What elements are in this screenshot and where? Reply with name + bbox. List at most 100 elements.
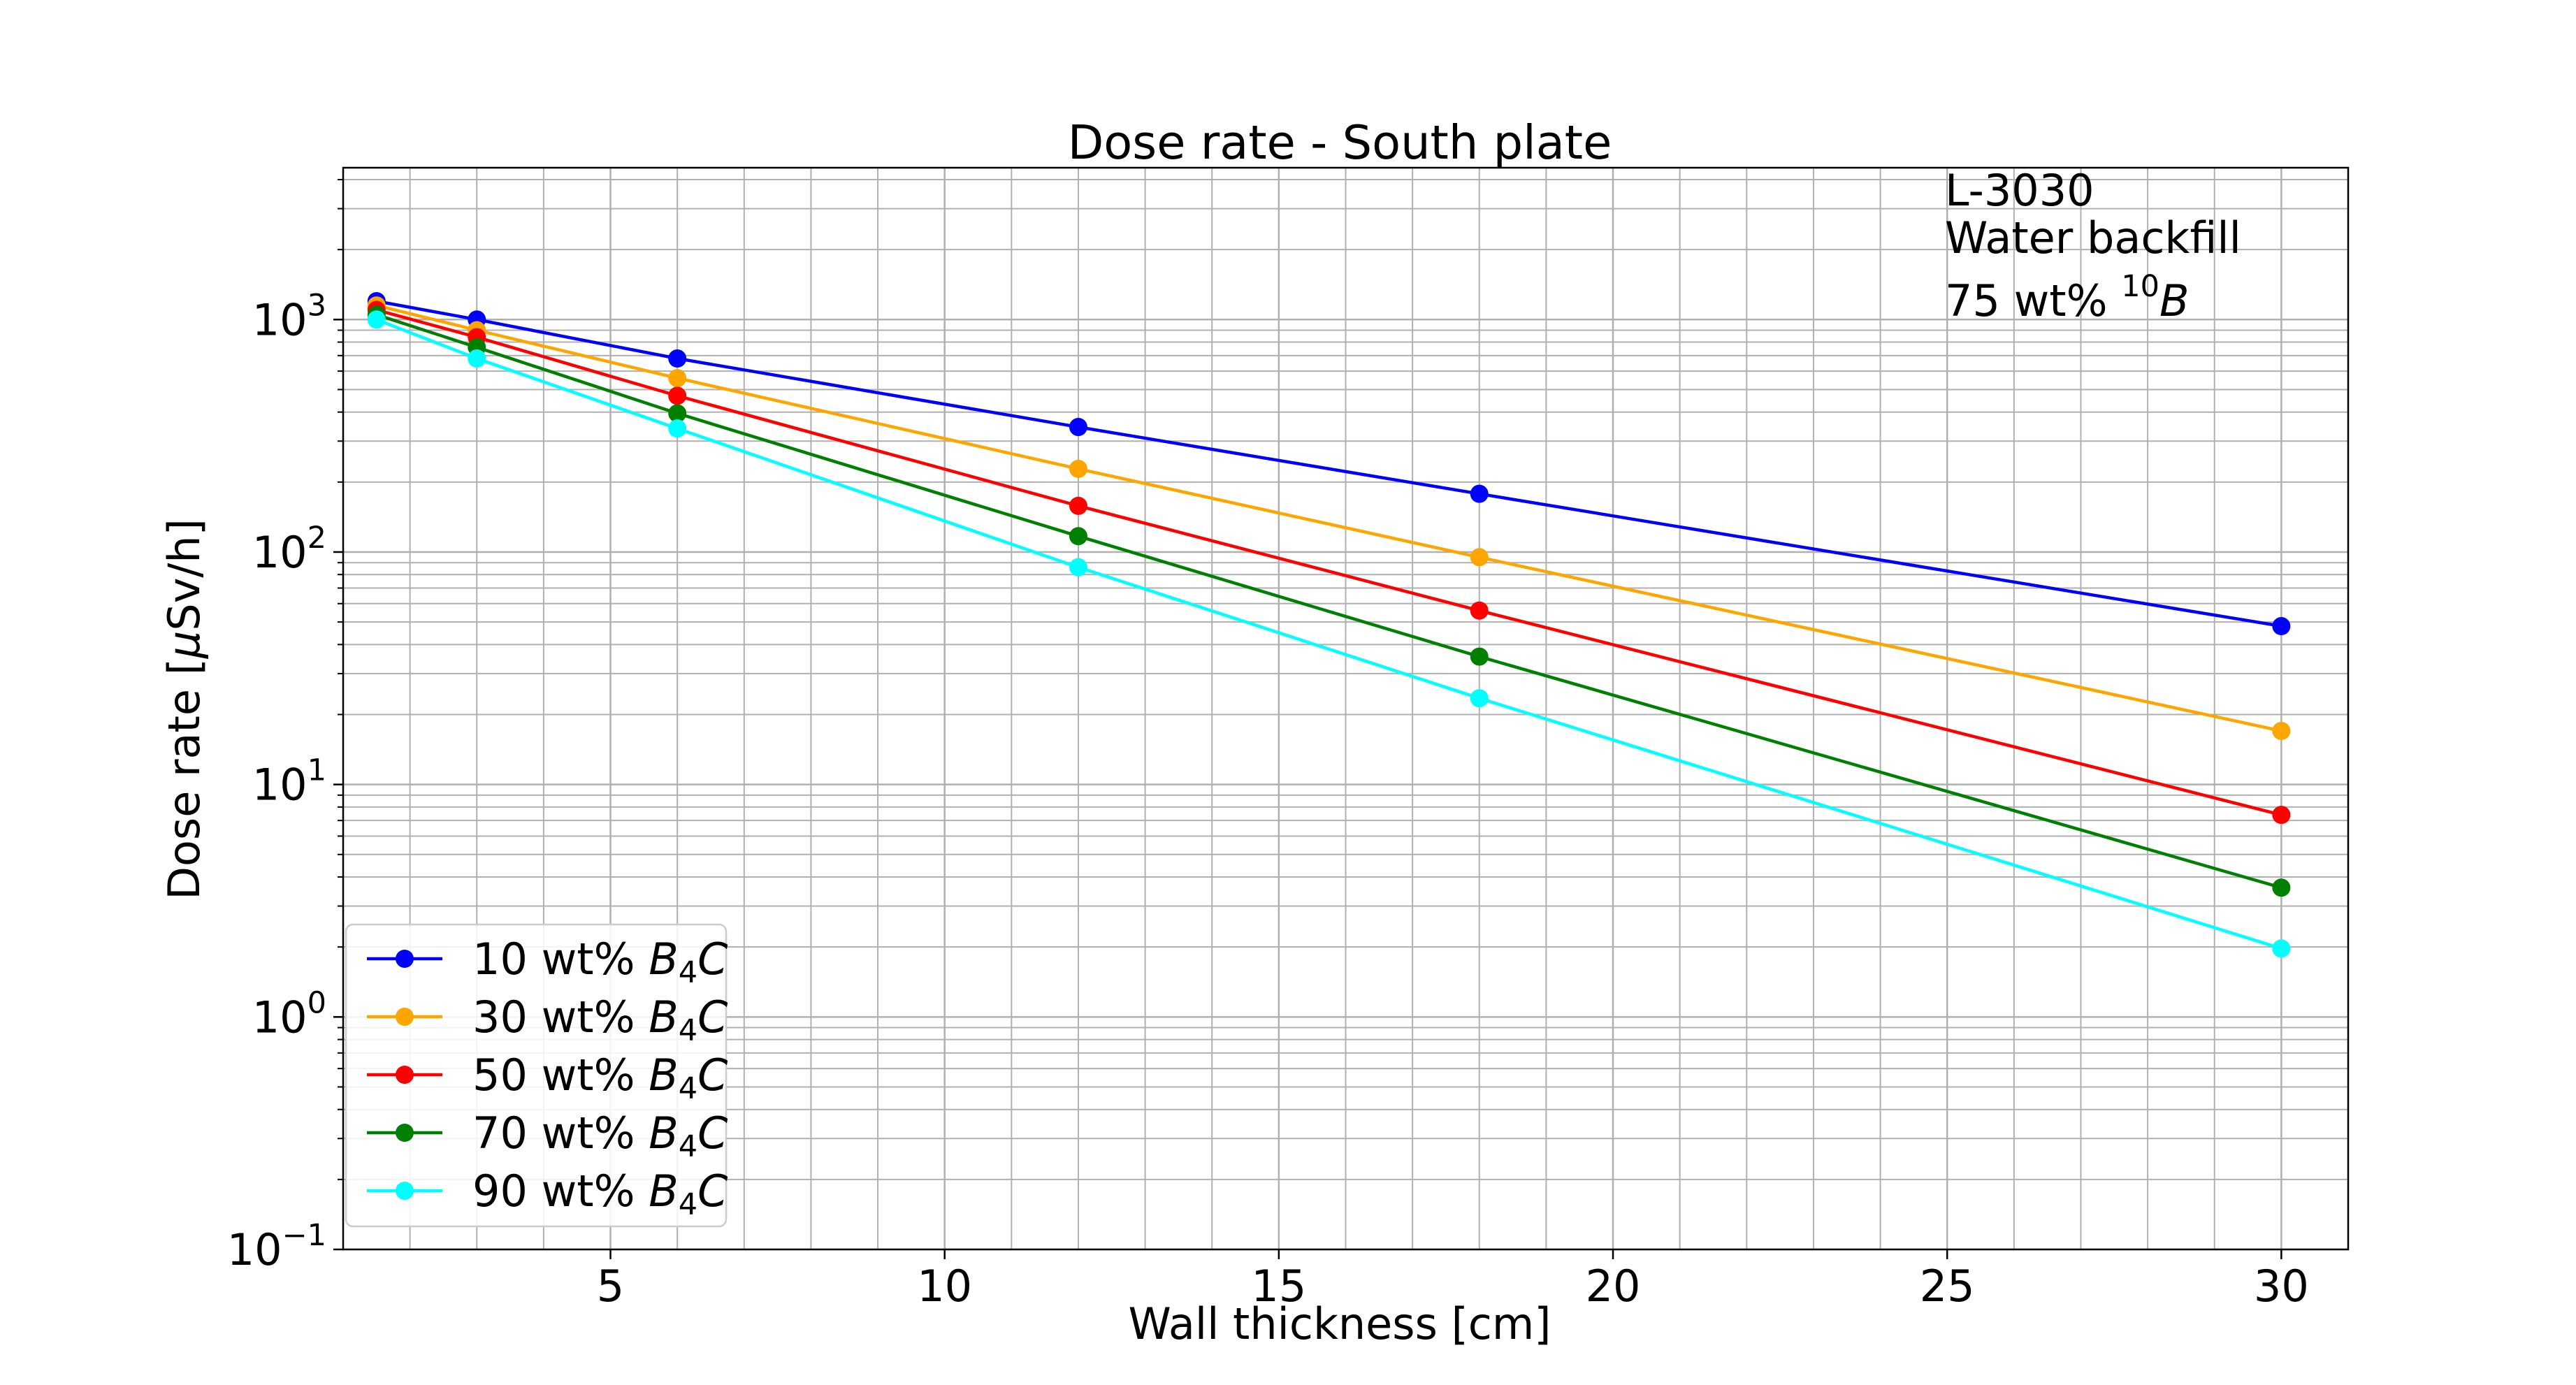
legend-label-boron: B [649, 1166, 679, 1217]
data-point [1069, 418, 1087, 437]
series-5 [367, 310, 2291, 958]
legend-marker [396, 1066, 414, 1084]
legend-label: 90 wt% B4C [472, 1166, 728, 1222]
x-tick-label: 30 [2254, 1261, 2309, 1312]
x-tick-label: 25 [1920, 1261, 1975, 1312]
legend-label-subscript: 4 [679, 1013, 697, 1048]
data-point [668, 419, 687, 438]
series-line [375, 318, 2282, 950]
series-line [376, 303, 2282, 733]
legend-item: 10 wt% B4C [367, 934, 728, 990]
legend-label-subscript: 4 [679, 1071, 697, 1106]
y-tick-label-base: 10 [252, 294, 307, 345]
x-tick-label: 15 [1251, 1261, 1306, 1312]
y-axis-label-prefix: Dose rate [ [159, 658, 210, 900]
data-point [2272, 721, 2291, 740]
x-axis-ticks: 5 10 15 20 25 30 [597, 1249, 2309, 1312]
legend-label-prefix: 90 wt% [472, 1166, 649, 1217]
legend-marker [396, 1124, 414, 1142]
data-point [2272, 617, 2291, 636]
data-point [1470, 484, 1489, 503]
y-tick-label-exponent: −1 [282, 1218, 326, 1253]
series-line [376, 308, 2282, 817]
legend-label-subscript: 4 [679, 955, 697, 990]
legend-item: 90 wt% B4C [367, 1166, 728, 1222]
legend-label-subscript: 4 [679, 1129, 697, 1164]
chart-title: Dose rate - South plate [1068, 115, 1612, 170]
y-tick-label-base: 10 [227, 1224, 282, 1275]
legend-label-carbon: C [697, 934, 728, 985]
x-tick-label: 20 [1586, 1261, 1641, 1312]
legend-label-prefix: 10 wt% [472, 934, 649, 985]
y-tick-label-exponent: 3 [307, 288, 326, 323]
legend-label: 10 wt% B4C [472, 934, 728, 990]
data-point [1470, 601, 1489, 620]
annotation-enrichment: 75 wt% 10B [1945, 269, 2190, 326]
legend-label-boron: B [649, 1050, 679, 1101]
data-point [1069, 459, 1087, 478]
legend-item: 30 wt% B4C [367, 992, 728, 1048]
series-line [376, 313, 2282, 890]
plot-area-frame [342, 166, 2350, 1251]
y-tick-label: 102 [252, 521, 326, 578]
legend-label-prefix: 70 wt% [472, 1108, 649, 1159]
legend-label: 30 wt% B4C [472, 992, 728, 1048]
data-point [1470, 689, 1489, 708]
y-tick-label: 103 [252, 288, 326, 345]
legend-marker [396, 1182, 414, 1200]
annotation-isotope-mass: 10 [2121, 269, 2159, 304]
legend-label-boron: B [649, 934, 679, 985]
y-tick-label: 10−1 [227, 1218, 326, 1275]
series-1 [367, 291, 2291, 636]
y-tick-label: 101 [252, 753, 326, 811]
legend-label-subscript: 4 [679, 1187, 697, 1222]
annotation-model: L-3030 [1945, 165, 2094, 216]
annotation-enrichment-prefix: 75 wt% [1945, 275, 2121, 326]
legend-label-boron: B [649, 1108, 679, 1159]
y-axis-label-suffix: Sv/h] [159, 519, 210, 630]
data-point [2272, 878, 2291, 897]
data-point [2272, 939, 2291, 958]
y-tick-label-exponent: 2 [307, 521, 326, 556]
legend-marker [396, 1008, 414, 1026]
annotation-backfill: Water backfill [1945, 212, 2241, 263]
data-point [1069, 558, 1087, 577]
legend-marker [396, 950, 414, 968]
legend-item: 50 wt% B4C [367, 1050, 728, 1106]
data-point [1470, 548, 1489, 567]
data-point [367, 310, 386, 329]
legend-label-carbon: C [697, 1050, 728, 1101]
x-tick-label: 5 [597, 1261, 624, 1312]
data-point [2272, 806, 2291, 825]
legend-label-carbon: C [697, 992, 728, 1043]
legend-label-carbon: C [697, 1108, 728, 1159]
y-tick-label-exponent: 0 [307, 985, 326, 1020]
legend-label-prefix: 50 wt% [472, 1050, 649, 1101]
data-point [668, 369, 687, 388]
data-point [668, 386, 687, 405]
y-tick-label: 100 [252, 985, 326, 1043]
y-axis-label: Dose rate [μSv/h] [159, 519, 210, 900]
series-2 [367, 296, 2291, 740]
data-point [468, 349, 486, 368]
y-tick-label-exponent: 1 [307, 753, 326, 788]
y-tick-label-base: 10 [252, 992, 307, 1043]
annotation-isotope-symbol: B [2159, 275, 2190, 326]
legend-box [345, 923, 728, 1228]
legend-item: 70 wt% B4C [367, 1108, 728, 1164]
legend-label-prefix: 30 wt% [472, 992, 649, 1043]
legend-label: 50 wt% B4C [472, 1050, 728, 1106]
y-tick-label-base: 10 [252, 760, 307, 811]
x-axis-label: Wall thickness [cm] [1129, 1298, 1551, 1349]
data-point [668, 349, 687, 368]
data-point [668, 404, 687, 423]
legend-label: 70 wt% B4C [472, 1108, 728, 1164]
legend-label-boron: B [649, 992, 679, 1043]
legend-label-carbon: C [697, 1166, 728, 1217]
data-point [1470, 647, 1489, 666]
y-axis-label-mu: μ [159, 631, 210, 659]
annotation: L-3030 Water backfill 75 wt% 10B [1945, 165, 2241, 326]
